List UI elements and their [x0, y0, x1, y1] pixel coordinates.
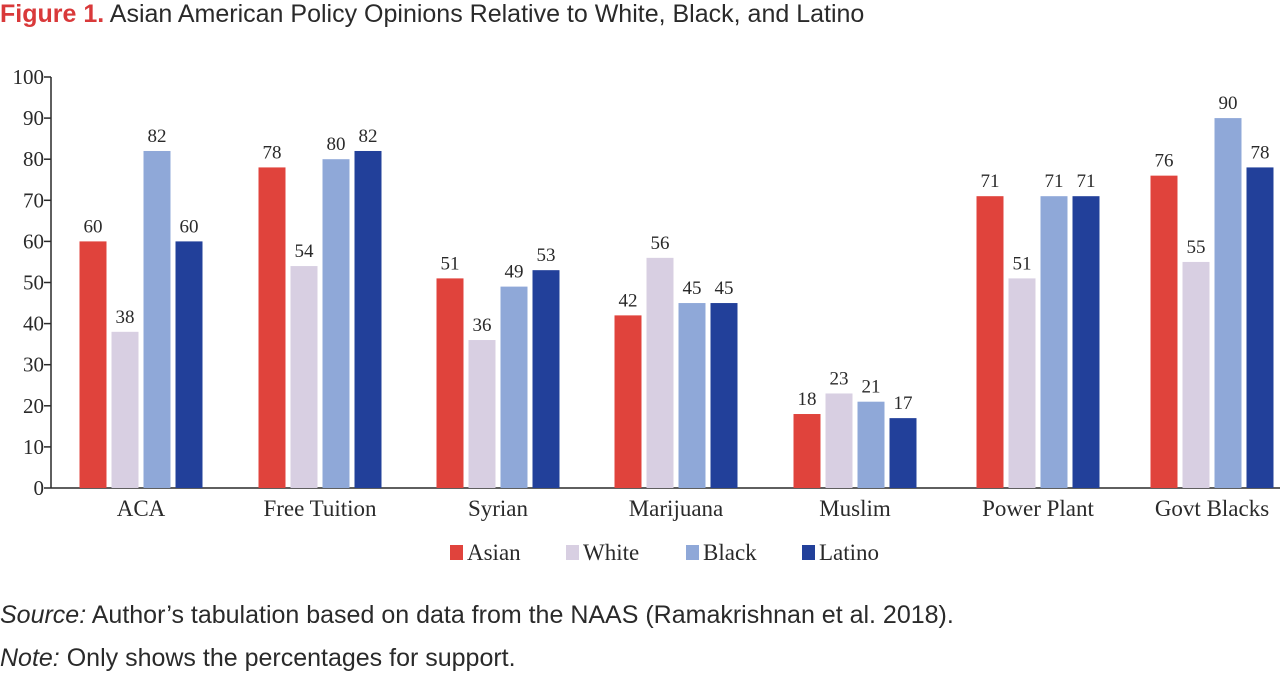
bar-black [678, 303, 706, 488]
data-label: 17 [894, 393, 913, 414]
data-label: 76 [1155, 151, 1174, 172]
bar-latino [532, 270, 560, 488]
data-label: 49 [505, 262, 524, 283]
source-text: Author’s tabulation based on data from t… [91, 601, 954, 629]
x-tick-label: Marijuana [629, 496, 724, 521]
bar-chart: 0 10 20 30 40 50 60 70 80 90 100 60 38 82 60 ACA 78 54 80 8… [13, 65, 1280, 565]
legend-swatch-white [566, 545, 579, 560]
bar-black [500, 286, 528, 488]
data-label: 82 [148, 126, 167, 147]
y-tick-label: 10 [23, 435, 44, 459]
data-label: 42 [619, 290, 638, 311]
x-tick-label: Govt Blacks [1155, 496, 1269, 521]
data-label: 60 [180, 216, 199, 237]
bar-latino [1072, 196, 1100, 488]
x-tick-label: Power Plant [982, 496, 1094, 521]
data-label: 51 [441, 253, 460, 274]
data-label: 45 [715, 278, 734, 299]
y-tick-label: 70 [23, 188, 44, 212]
legend-swatch-latino [802, 545, 815, 560]
data-label: 45 [683, 278, 702, 299]
legend-label-asian: Asian [467, 540, 521, 565]
bar-latino [175, 241, 203, 488]
data-label: 18 [798, 389, 817, 410]
data-label: 78 [1251, 142, 1270, 163]
bar-asian [1150, 175, 1178, 488]
source-note: Source: Author’s tabulation based on dat… [0, 601, 954, 630]
x-tick-label: ACA [117, 496, 166, 521]
y-tick-label: 20 [23, 394, 44, 418]
y-tick-label: 0 [34, 476, 45, 500]
bar-white [1182, 261, 1210, 488]
legend-label-black: Black [703, 540, 757, 565]
figure-label: Figure 1. [0, 0, 105, 28]
note-text: Only shows the percentages for support. [66, 644, 516, 672]
bar-black [857, 401, 885, 488]
bar-white [1008, 278, 1036, 488]
bar-asian [976, 196, 1004, 488]
data-label: 51 [1013, 253, 1032, 274]
y-tick-label: 100 [13, 65, 45, 89]
data-label: 54 [295, 241, 315, 262]
data-label: 90 [1219, 93, 1238, 114]
bar-asian [436, 278, 464, 488]
bar-latino [1246, 167, 1274, 489]
bar-asian [614, 315, 642, 488]
data-label: 82 [359, 126, 378, 147]
data-label: 21 [862, 377, 881, 398]
y-tick-label: 50 [23, 271, 44, 295]
data-label: 23 [830, 368, 849, 389]
data-label: 55 [1187, 237, 1206, 258]
bar-asian [79, 241, 107, 488]
y-tick-label: 60 [23, 229, 44, 253]
y-tick-label: 30 [23, 353, 44, 377]
bar-white [290, 266, 318, 488]
bar-asian [258, 167, 286, 489]
y-tick-label: 90 [23, 106, 44, 130]
bar-white [646, 257, 674, 488]
y-tick-label: 80 [23, 147, 44, 171]
data-label: 38 [116, 307, 135, 328]
bar-black [1214, 118, 1242, 488]
bar-black [1040, 196, 1068, 488]
data-label: 53 [537, 245, 556, 266]
data-label: 71 [981, 171, 1000, 192]
data-label: 71 [1045, 171, 1064, 192]
x-tick-label: Free Tuition [263, 496, 377, 521]
note: Note: Only shows the percentages for sup… [0, 644, 516, 673]
legend-label-latino: Latino [819, 540, 879, 565]
source-label: Source: [0, 601, 87, 629]
data-label: 60 [84, 216, 103, 237]
bar-latino [889, 418, 917, 488]
legend-swatch-asian [450, 545, 463, 560]
chart-title: Figure 1. Asian American Policy Opinions… [0, 0, 864, 29]
bar-latino [354, 150, 382, 489]
x-tick-label: Muslim [819, 496, 891, 521]
y-tick-label: 40 [23, 312, 44, 336]
bar-black [322, 159, 350, 488]
bar-white [111, 331, 139, 488]
bar-asian [793, 414, 821, 488]
title-text: Asian American Policy Opinions Relative … [109, 0, 865, 28]
note-label: Note: [0, 644, 60, 672]
legend-label-white: White [583, 540, 639, 565]
data-label: 80 [327, 134, 346, 155]
bar-black [143, 150, 171, 489]
bar-latino [710, 303, 738, 488]
bar-white [468, 340, 496, 488]
legend-swatch-black [686, 545, 699, 560]
data-label: 78 [263, 142, 282, 163]
data-label: 71 [1077, 171, 1096, 192]
data-label: 56 [651, 233, 670, 254]
x-tick-label: Syrian [468, 496, 529, 521]
data-label: 36 [473, 315, 492, 336]
bar-white [825, 393, 853, 488]
